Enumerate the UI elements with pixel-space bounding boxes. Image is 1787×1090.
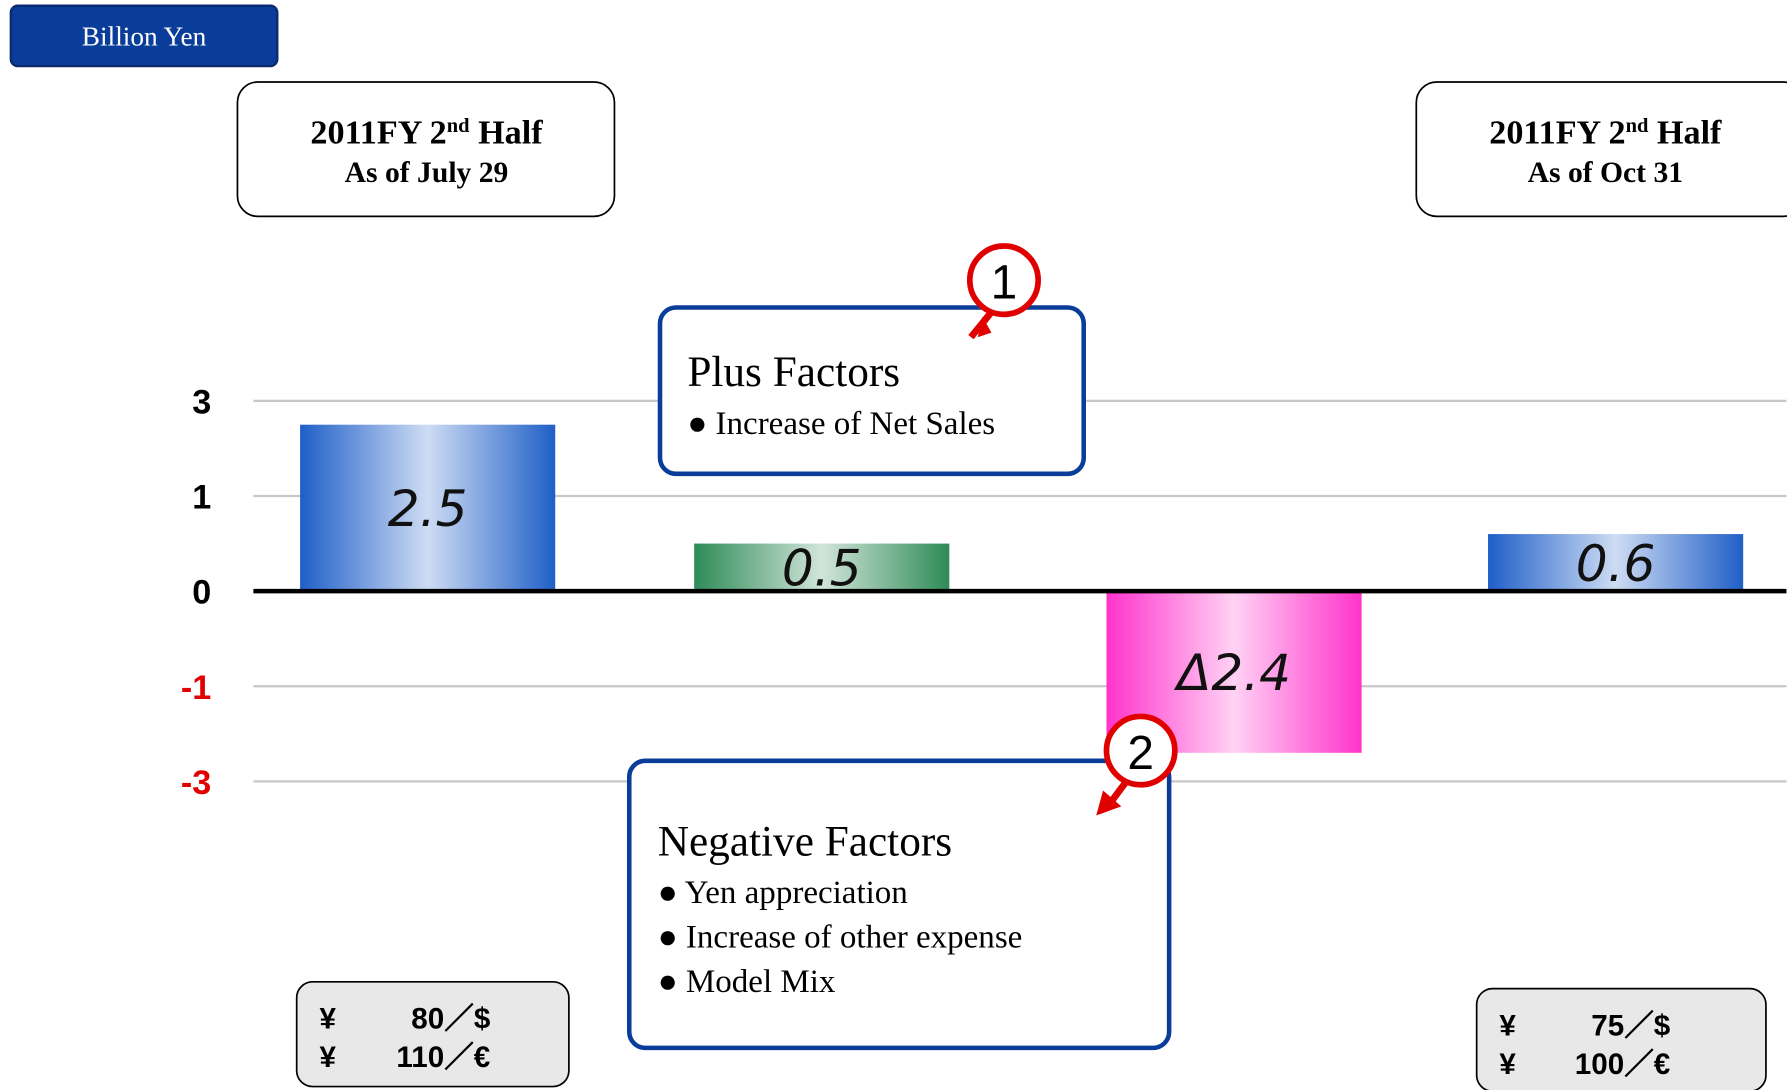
callout-number: 1: [991, 256, 1018, 309]
rate: 100／€: [1575, 1048, 1670, 1081]
callouts: Plus Factors ● Increase of Net Sales 1 N…: [626, 243, 1178, 1051]
rate-box-bg: [1475, 987, 1767, 1090]
y-tick-label: 3: [192, 383, 211, 421]
header-date: As of Oct 31: [1528, 157, 1683, 189]
unit-badge: Billion Yen: [82, 22, 207, 52]
value-label: 0.5: [782, 539, 862, 598]
y-tick-label: -3: [181, 764, 211, 802]
arrow-line: [968, 309, 995, 340]
y-tick-label: -1: [181, 669, 211, 707]
callout-item: ● Increase of other expense: [658, 920, 1023, 956]
callout-title: Plus Factors: [687, 348, 900, 396]
callout-item: ● Model Mix: [658, 964, 836, 1000]
rate-symbol: ¥: [319, 1002, 336, 1035]
value-label: 2.5: [388, 479, 468, 538]
header-title: 2011FY 2nd Half: [310, 115, 543, 152]
rate-symbol: ¥: [319, 1041, 336, 1074]
header-box: [1415, 81, 1787, 218]
callout-item: ● Increase of Net Sales: [687, 406, 995, 442]
y-tick-label: 0: [192, 574, 211, 612]
bar: [300, 424, 556, 592]
rate-box: ¥ 75／$ ¥ 100／€: [1475, 987, 1767, 1090]
rate-box: ¥ 80／$ ¥ 110／€: [295, 980, 570, 1088]
rate: 75／$: [1591, 1009, 1671, 1042]
callout-box: [626, 758, 1172, 1051]
header-date: As of July 29: [345, 157, 509, 189]
arrow: [1096, 790, 1122, 816]
callout-number-circle: [966, 243, 1041, 318]
callout-item: ● Yen appreciation: [658, 875, 909, 911]
header-box: [236, 81, 616, 218]
badge: [9, 4, 279, 68]
value-label: 0.6: [1576, 534, 1656, 593]
header-rest: Half: [1648, 115, 1722, 152]
callout-box: [657, 305, 1086, 477]
bar: [694, 543, 950, 592]
header-main: 2011FY 2: [310, 115, 446, 152]
header-rest: Half: [470, 115, 544, 152]
header-main: 2011FY 2: [1489, 115, 1625, 152]
value-label: Δ2.4: [1173, 643, 1291, 702]
y-tick-label: 1: [192, 479, 211, 517]
rate-box-bg: [295, 980, 570, 1088]
rate: 110／€: [396, 1041, 490, 1074]
callout-number: 2: [1127, 727, 1154, 780]
bar: [1488, 534, 1744, 592]
rate-symbol: ¥: [1499, 1048, 1516, 1081]
callout-title: Negative Factors: [658, 817, 952, 865]
header-sup: nd: [1626, 115, 1649, 137]
header-title: 2011FY 2nd Half: [1489, 115, 1722, 152]
header-sup: nd: [447, 115, 470, 137]
rate: 80／$: [411, 1002, 491, 1035]
callout-number-circle: [1103, 713, 1178, 788]
rate-symbol: ¥: [1499, 1009, 1516, 1042]
